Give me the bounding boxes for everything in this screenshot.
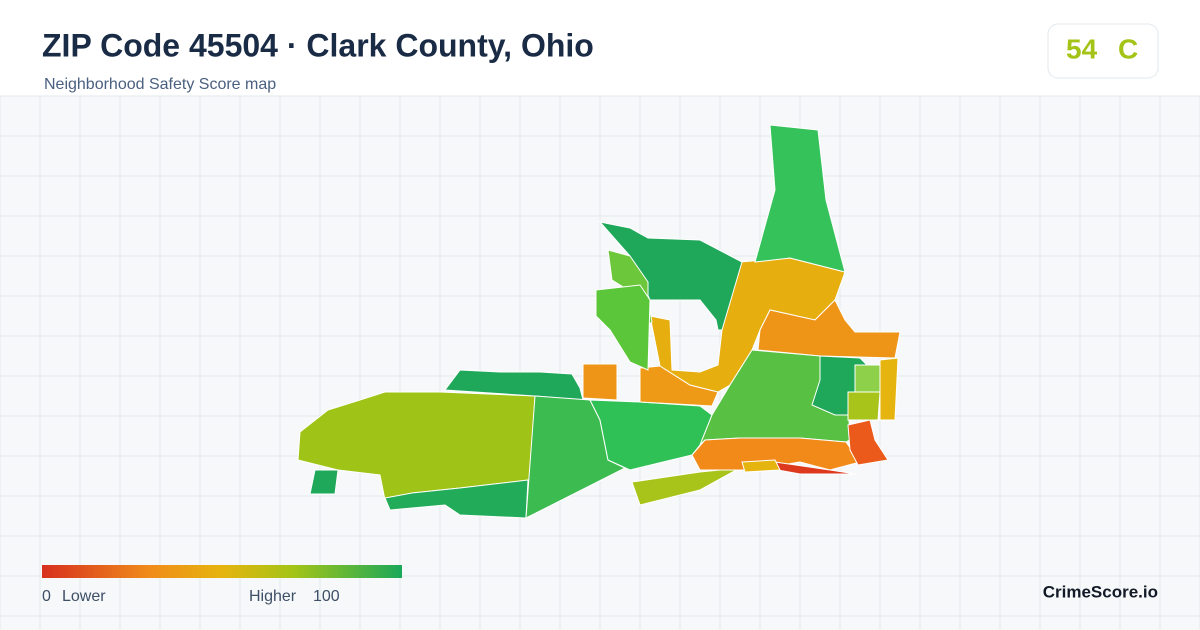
region (631, 467, 741, 506)
region (582, 363, 618, 401)
region (754, 124, 846, 273)
subtitle: Neighborhood Safety Score map (44, 76, 276, 93)
legend-gradient (42, 565, 402, 578)
brand: CrimeScore.io (1043, 582, 1158, 601)
legend-min: 0 (42, 588, 51, 605)
score-badge (1047, 23, 1159, 79)
legend-max: 100 (313, 588, 340, 605)
legend-min-label: Lower (62, 588, 106, 605)
region (595, 284, 651, 371)
grade: C (1118, 33, 1138, 64)
legend-max-label: Higher (249, 588, 297, 605)
region (879, 357, 899, 421)
header-bg (0, 0, 1200, 96)
region (757, 299, 901, 359)
grid (0, 95, 1200, 630)
region (847, 391, 881, 421)
map (297, 124, 901, 519)
region (741, 459, 781, 473)
score: 54 (1066, 33, 1098, 64)
region (854, 364, 881, 393)
title: ZIP Code 45504 · Clark County, Ohio (42, 27, 594, 63)
region (309, 469, 339, 495)
